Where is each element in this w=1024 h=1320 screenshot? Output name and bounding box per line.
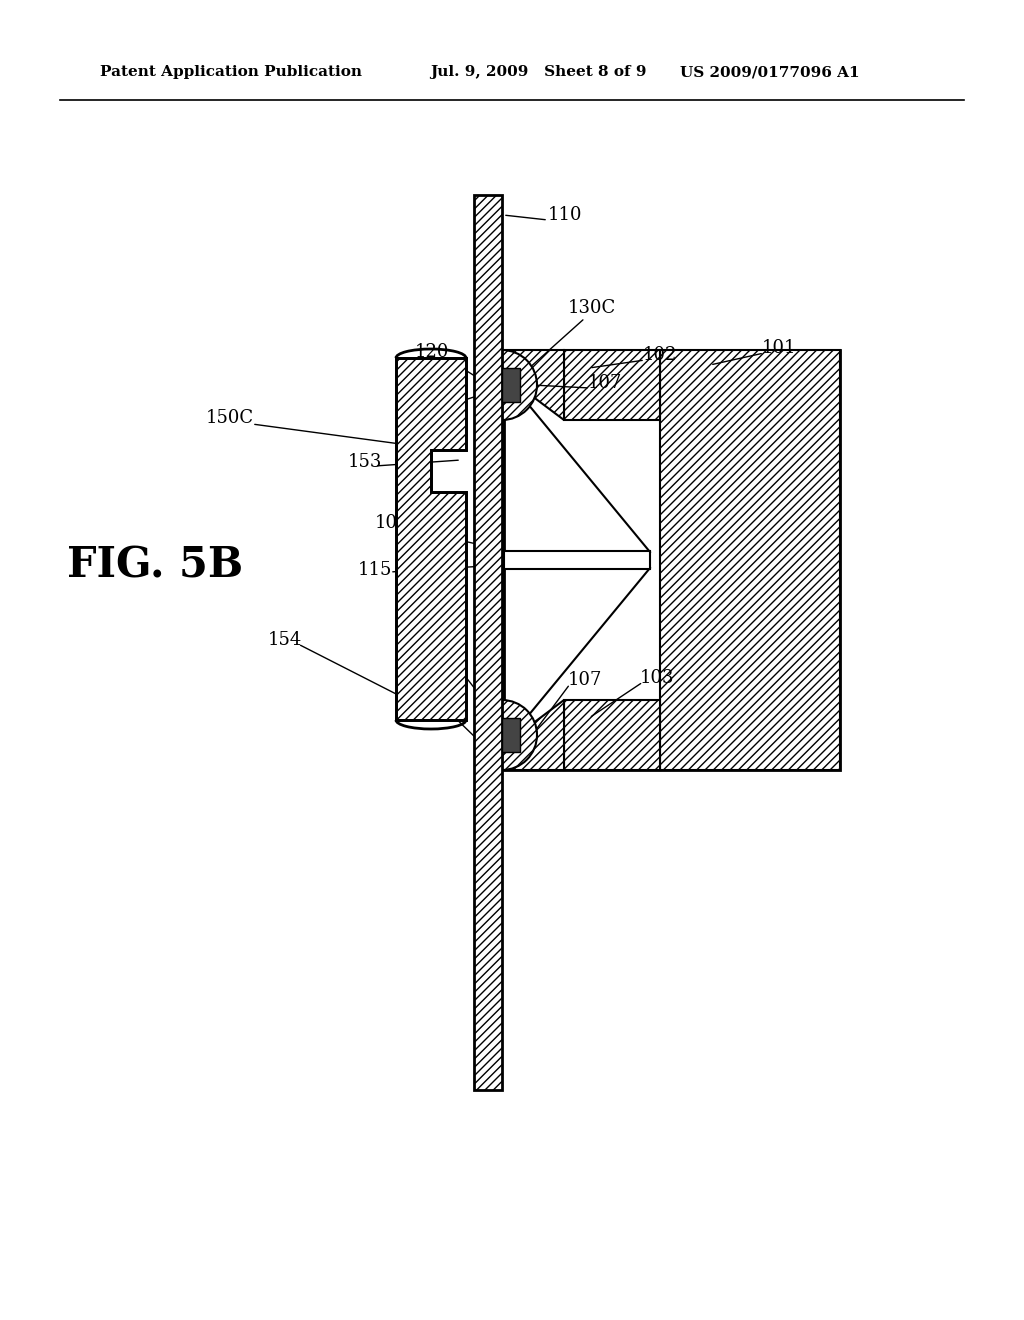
Polygon shape bbox=[504, 700, 564, 770]
Bar bbox=[502, 718, 520, 752]
Text: 107: 107 bbox=[568, 671, 602, 689]
Text: Jul. 9, 2009   Sheet 8 of 9: Jul. 9, 2009 Sheet 8 of 9 bbox=[430, 65, 646, 79]
Text: 112: 112 bbox=[408, 393, 442, 412]
Wedge shape bbox=[502, 700, 537, 770]
Text: 120: 120 bbox=[415, 343, 450, 360]
Text: FIG. 5B: FIG. 5B bbox=[67, 544, 243, 586]
Text: 107: 107 bbox=[588, 374, 623, 392]
Text: 103: 103 bbox=[640, 669, 675, 686]
Bar bbox=[564, 700, 660, 770]
Bar bbox=[502, 368, 520, 403]
Text: 112: 112 bbox=[404, 631, 439, 649]
Bar bbox=[504, 550, 650, 569]
Text: Patent Application Publication: Patent Application Publication bbox=[100, 65, 362, 79]
Text: 130C: 130C bbox=[568, 300, 616, 317]
Bar bbox=[564, 350, 660, 420]
Text: 150C: 150C bbox=[206, 409, 254, 426]
Text: 110: 110 bbox=[548, 206, 583, 224]
Text: 153: 153 bbox=[348, 453, 382, 471]
Bar bbox=[660, 350, 840, 770]
Wedge shape bbox=[502, 350, 537, 420]
Text: 105: 105 bbox=[375, 513, 410, 532]
Text: 101: 101 bbox=[762, 339, 797, 356]
Bar bbox=[474, 195, 502, 1090]
Text: US 2009/0177096 A1: US 2009/0177096 A1 bbox=[680, 65, 859, 79]
Polygon shape bbox=[396, 358, 466, 719]
Bar bbox=[504, 350, 840, 770]
Polygon shape bbox=[504, 350, 564, 420]
Text: 102: 102 bbox=[643, 346, 677, 364]
Text: 120: 120 bbox=[411, 690, 445, 709]
Text: 115: 115 bbox=[357, 561, 392, 579]
Text: 154: 154 bbox=[268, 631, 302, 649]
